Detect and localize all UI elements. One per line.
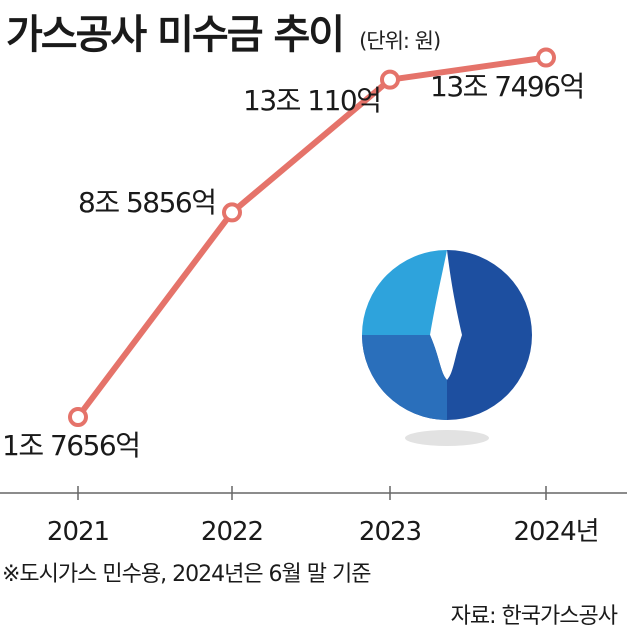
x-tick-label: 2023	[359, 517, 421, 547]
x-tick-label: 2021	[47, 517, 109, 547]
x-tick-label: 2024년	[513, 517, 598, 547]
footnote: ※도시가스 민수용, 2024년은 6월 말 기준	[2, 562, 371, 587]
data-point	[380, 69, 400, 90]
unit-label: (단위: 원)	[359, 29, 441, 53]
data-label: 13조 110억	[243, 84, 381, 117]
chart-title: 가스공사 미수금 추이	[6, 12, 345, 58]
series-line	[75, 54, 549, 420]
kogas-logo-icon	[362, 250, 532, 446]
source-label: 자료: 한국가스공사	[450, 604, 618, 629]
data-point	[536, 47, 556, 68]
data-label: 8조 5856억	[78, 186, 216, 219]
data-point	[68, 407, 88, 428]
x-tick-label: 2022	[201, 517, 263, 547]
chart-header: 가스공사 미수금 추이 (단위: 원)	[6, 2, 441, 60]
data-point	[222, 202, 242, 223]
data-label: 13조 7496억	[430, 70, 584, 103]
data-label: 1조 7656억	[2, 429, 140, 462]
